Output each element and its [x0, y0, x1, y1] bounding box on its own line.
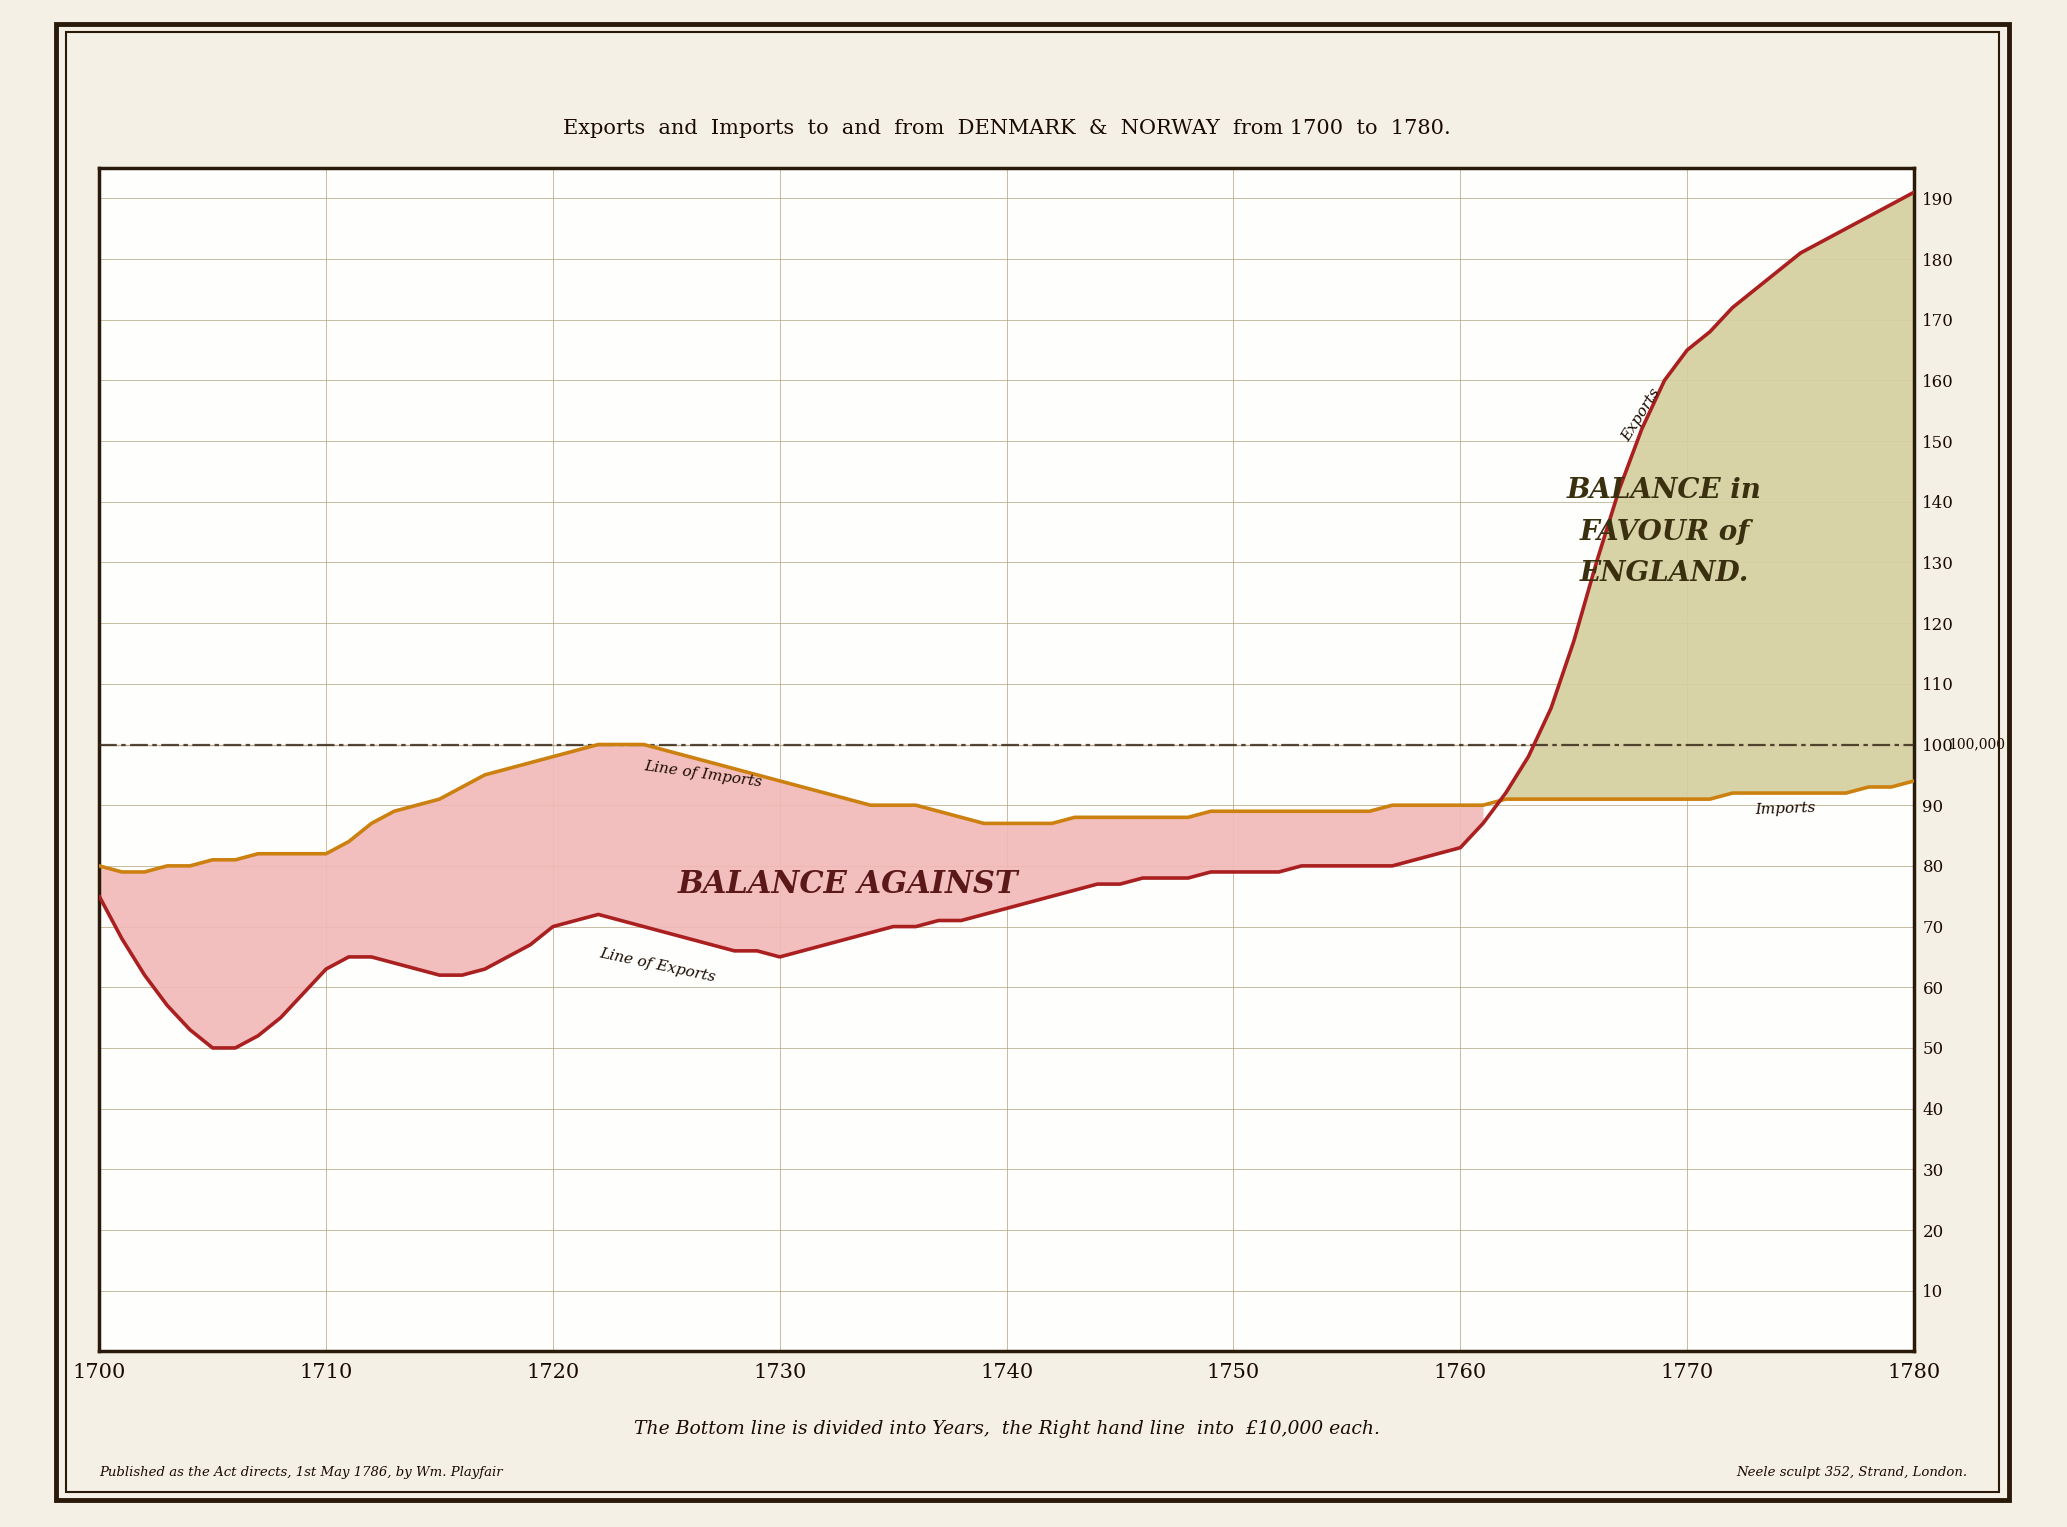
- Text: The Bottom line is divided into Years,  the Right hand line  into  £10,000 each.: The Bottom line is divided into Years, t…: [635, 1420, 1379, 1438]
- Text: Exports  and  Imports  to  and  from  DENMARK  &  NORWAY  from 1700  to  1780.: Exports and Imports to and from DENMARK …: [562, 119, 1451, 137]
- Text: Neele sculpt 352, Strand, London.: Neele sculpt 352, Strand, London.: [1736, 1466, 1968, 1478]
- Text: Line of Exports: Line of Exports: [597, 945, 717, 985]
- Text: Published as the Act directs, 1st May 1786, by Wm. Playfair: Published as the Act directs, 1st May 17…: [99, 1466, 502, 1478]
- Text: Exports: Exports: [1618, 386, 1662, 444]
- Text: BALANCE AGAINST: BALANCE AGAINST: [678, 869, 1019, 899]
- Text: Line of Imports: Line of Imports: [643, 759, 763, 789]
- Text: 100,000: 100,000: [1947, 738, 2005, 751]
- Text: Imports: Imports: [1755, 802, 1817, 817]
- Text: BALANCE in
FAVOUR of
ENGLAND.: BALANCE in FAVOUR of ENGLAND.: [1567, 476, 1761, 588]
